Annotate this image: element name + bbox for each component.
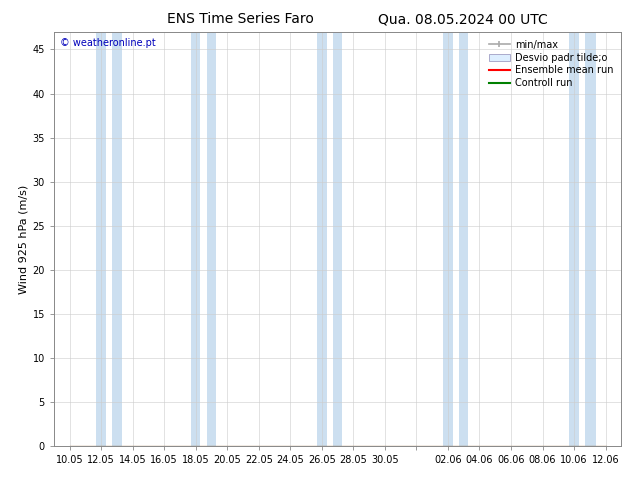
Bar	[191, 32, 200, 446]
Y-axis label: Wind 925 hPa (m/s): Wind 925 hPa (m/s)	[18, 184, 28, 294]
Text: © weatheronline.pt: © weatheronline.pt	[60, 38, 155, 48]
Legend: min/max, Desvio padr tilde;o, Ensemble mean run, Controll run: min/max, Desvio padr tilde;o, Ensemble m…	[486, 37, 616, 91]
Bar	[585, 32, 596, 446]
Text: Qua. 08.05.2024 00 UTC: Qua. 08.05.2024 00 UTC	[378, 12, 548, 26]
Bar	[112, 32, 122, 446]
Bar	[459, 32, 469, 446]
Bar	[333, 32, 342, 446]
Bar	[569, 32, 579, 446]
Bar	[443, 32, 453, 446]
Text: ENS Time Series Faro: ENS Time Series Faro	[167, 12, 314, 26]
Bar	[317, 32, 327, 446]
Bar	[96, 32, 106, 446]
Bar	[207, 32, 216, 446]
